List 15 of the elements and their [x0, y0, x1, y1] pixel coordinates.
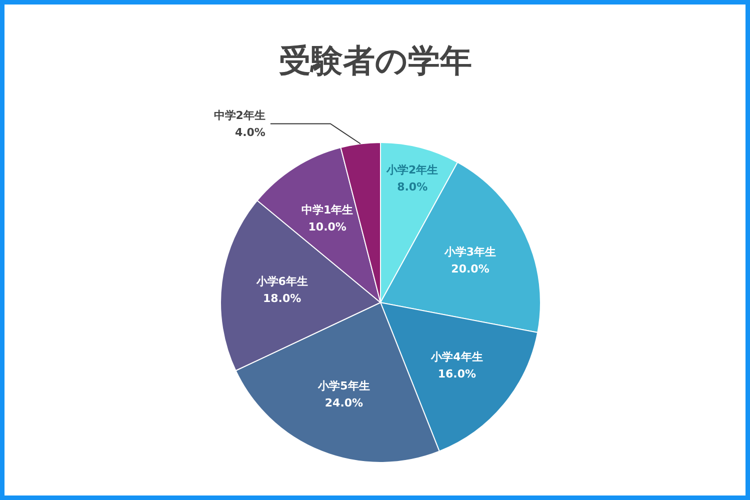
- slice-label: 中学1年生: [302, 204, 354, 217]
- slice-label: 中学2年生: [214, 108, 266, 122]
- slice-label: 小学2年生: [386, 164, 438, 177]
- slice-label: 小学3年生: [443, 245, 496, 258]
- data-label: 8.0%: [397, 180, 428, 194]
- data-label: 18.0%: [263, 292, 302, 306]
- data-label: 20.0%: [451, 262, 490, 276]
- data-label: 4.0%: [234, 126, 266, 139]
- data-label: 10.0%: [308, 220, 346, 234]
- slice-label: 小学4年生: [430, 350, 483, 364]
- data-label: 24.0%: [324, 396, 364, 410]
- slice-label: 小学6年生: [255, 275, 308, 288]
- chart-title: 受験者の学年: [279, 42, 472, 80]
- slice-label: 小学5年生: [317, 380, 370, 393]
- data-label: 16.0%: [438, 368, 476, 381]
